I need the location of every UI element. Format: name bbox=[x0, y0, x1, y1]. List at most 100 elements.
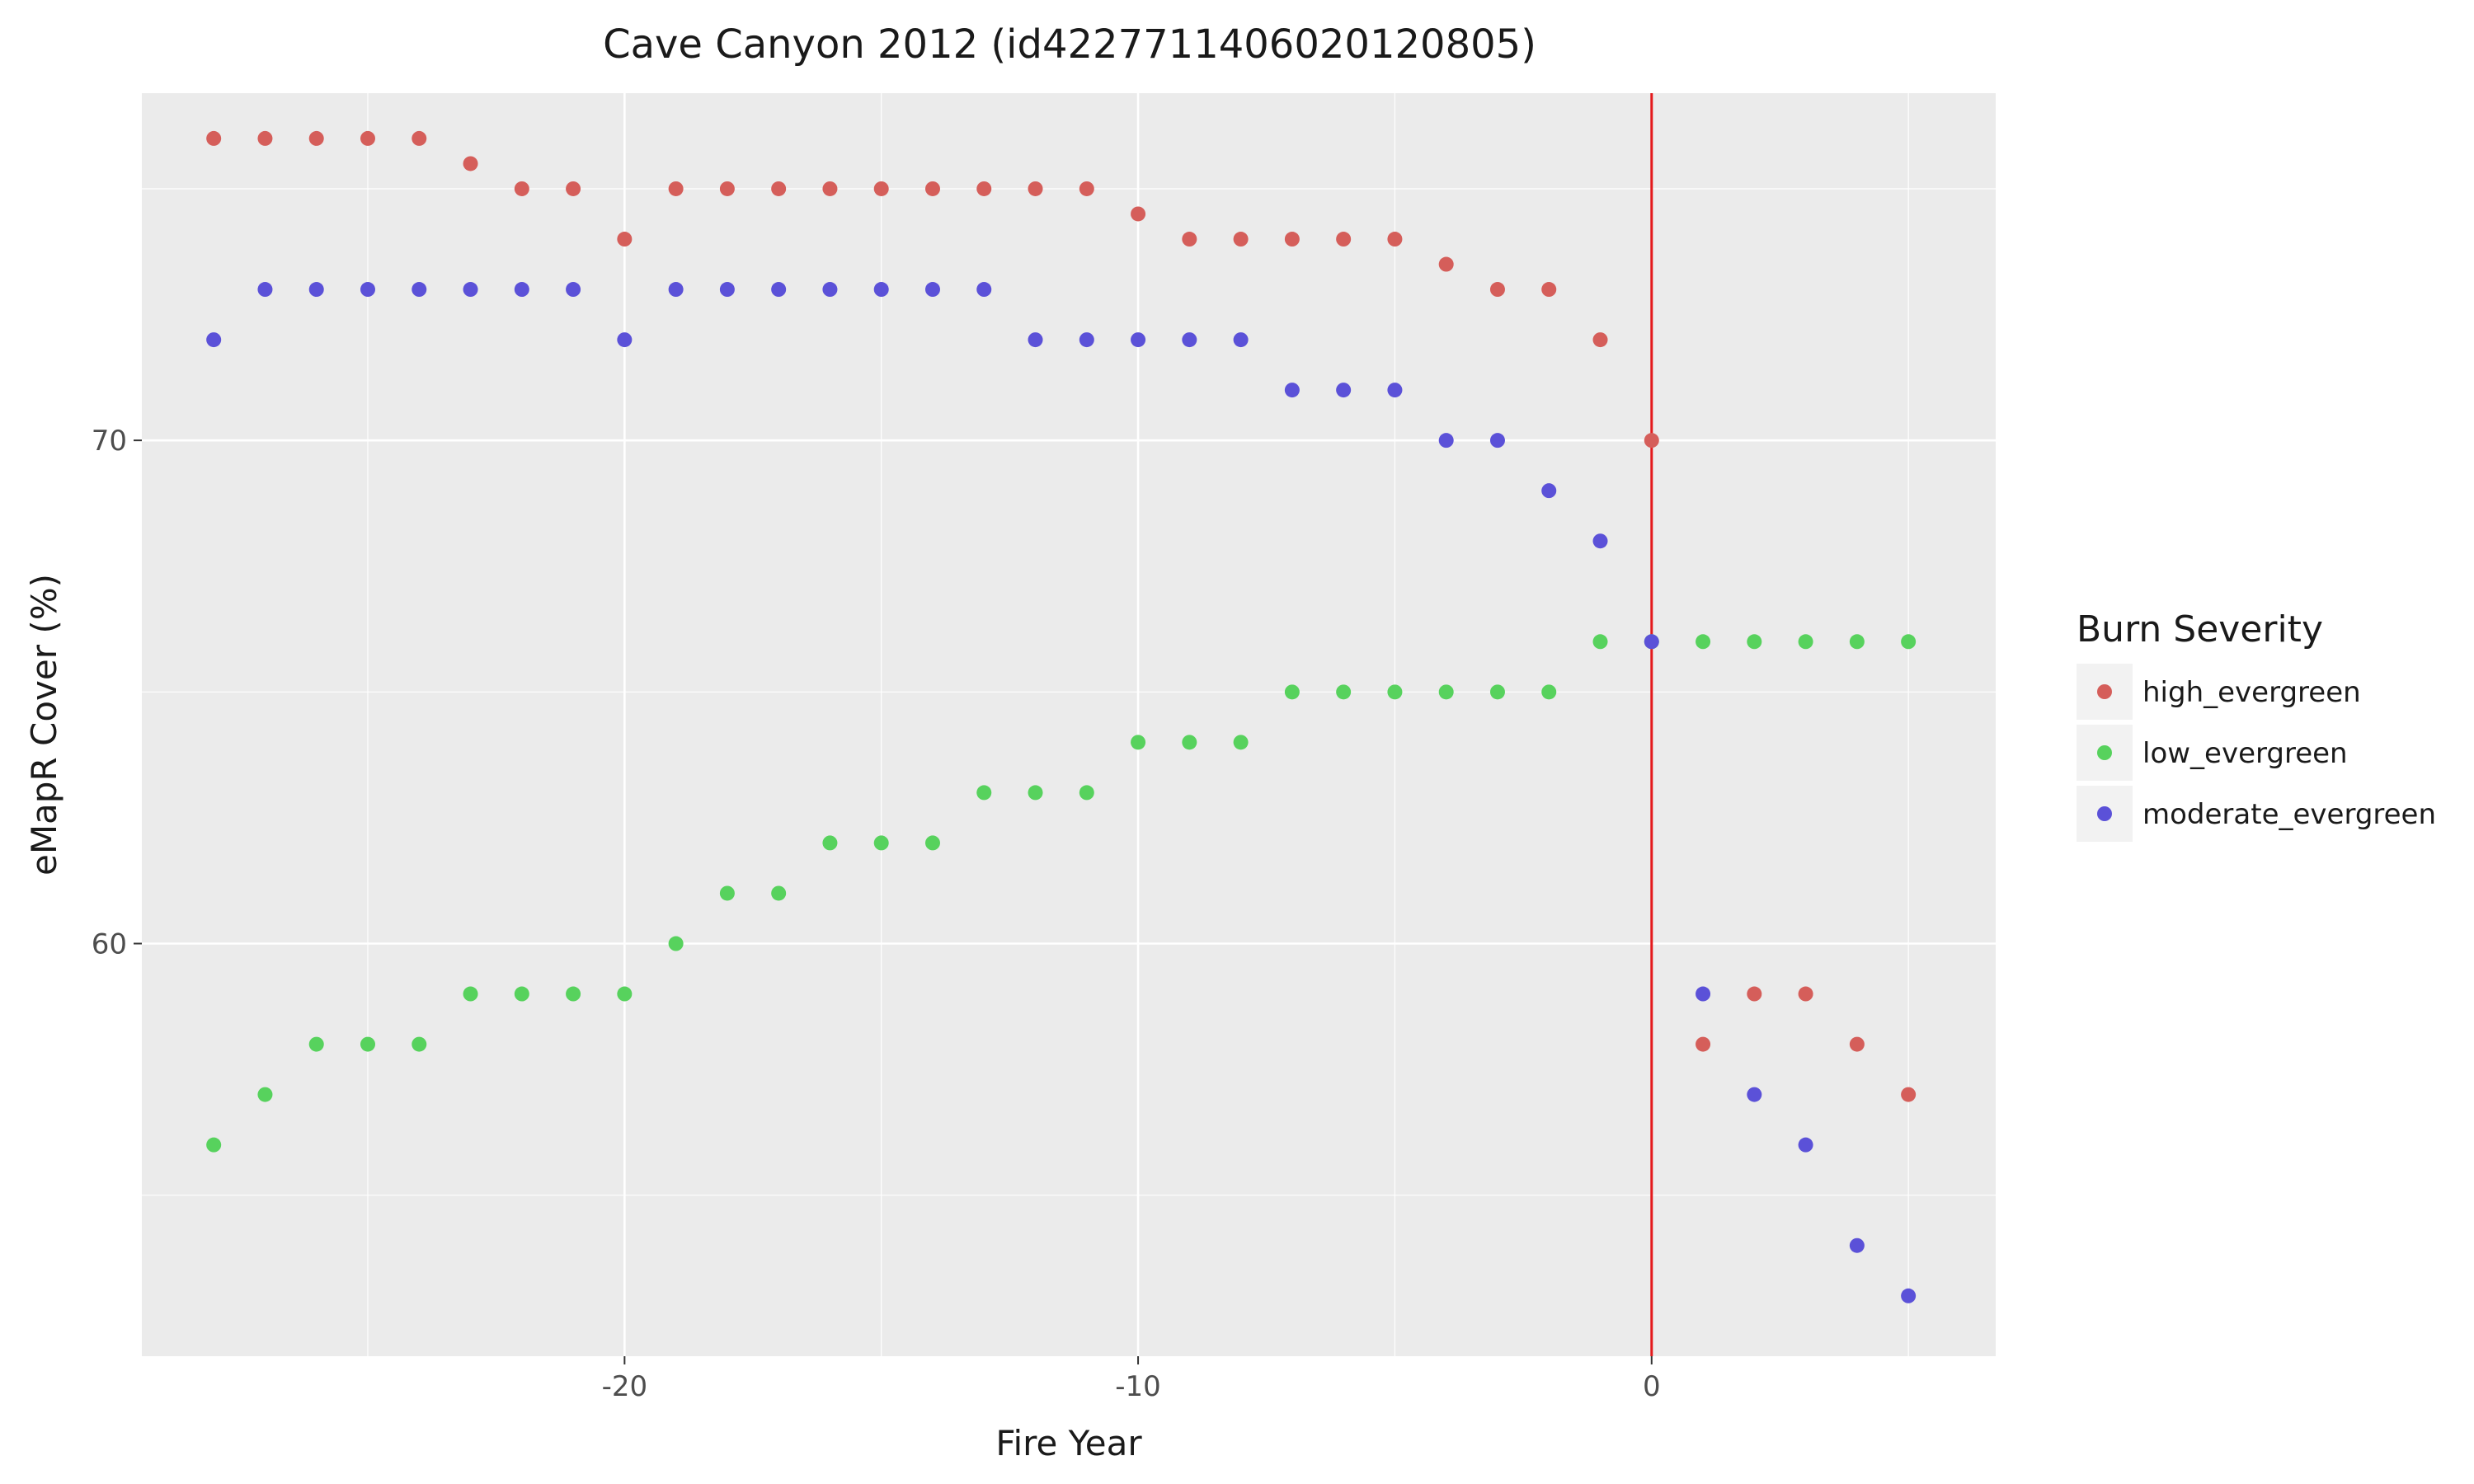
data-point bbox=[1849, 1036, 1865, 1052]
data-point bbox=[1182, 232, 1197, 247]
data-point bbox=[1901, 634, 1917, 650]
data-point bbox=[308, 1036, 324, 1052]
data-point bbox=[873, 282, 889, 298]
x-tick-label: -10 bbox=[1115, 1370, 1161, 1403]
data-point bbox=[1131, 206, 1146, 222]
data-point bbox=[1438, 684, 1454, 700]
data-point bbox=[873, 181, 889, 196]
data-point bbox=[463, 282, 478, 298]
data-point bbox=[566, 181, 581, 196]
data-point bbox=[1438, 433, 1454, 448]
data-point bbox=[308, 130, 324, 146]
data-point bbox=[1644, 433, 1659, 448]
data-point bbox=[1233, 735, 1249, 750]
legend: Burn Severity high_evergreen low_evergree… bbox=[2077, 608, 2436, 842]
data-point bbox=[668, 936, 684, 951]
data-point bbox=[822, 282, 838, 298]
data-point bbox=[1489, 433, 1505, 448]
data-point bbox=[617, 232, 633, 247]
data-point bbox=[514, 282, 529, 298]
data-point bbox=[1541, 684, 1557, 700]
data-point bbox=[1028, 332, 1043, 348]
data-point bbox=[1489, 684, 1505, 700]
data-point bbox=[1079, 332, 1094, 348]
data-point bbox=[1131, 332, 1146, 348]
data-point bbox=[1233, 332, 1249, 348]
data-point bbox=[1233, 232, 1249, 247]
data-point bbox=[924, 835, 940, 851]
data-point bbox=[1849, 1237, 1865, 1253]
plot-panel bbox=[142, 93, 1996, 1356]
data-point bbox=[1489, 282, 1505, 298]
x-axis-label: Fire Year bbox=[995, 1423, 1142, 1463]
data-point bbox=[1182, 735, 1197, 750]
data-point bbox=[1028, 181, 1043, 196]
data-point bbox=[206, 1137, 222, 1153]
data-point bbox=[514, 986, 529, 1002]
data-point bbox=[1696, 986, 1711, 1002]
data-point bbox=[1592, 634, 1608, 650]
data-point bbox=[1592, 533, 1608, 549]
data-point bbox=[1438, 256, 1454, 272]
data-point bbox=[1541, 483, 1557, 499]
data-point bbox=[1747, 1087, 1762, 1102]
data-point bbox=[1798, 1137, 1813, 1153]
data-point bbox=[360, 130, 375, 146]
data-point bbox=[771, 282, 787, 298]
data-point bbox=[1849, 634, 1865, 650]
data-point bbox=[1798, 634, 1813, 650]
data-point bbox=[566, 282, 581, 298]
data-point bbox=[822, 181, 838, 196]
data-point bbox=[463, 986, 478, 1002]
data-point bbox=[1901, 1288, 1917, 1303]
data-point bbox=[1644, 634, 1659, 650]
data-point bbox=[1336, 684, 1352, 700]
data-point bbox=[1182, 332, 1197, 348]
data-point bbox=[566, 986, 581, 1002]
data-point bbox=[1336, 232, 1352, 247]
data-point bbox=[1541, 282, 1557, 298]
data-point bbox=[257, 130, 273, 146]
data-point bbox=[873, 835, 889, 851]
data-point bbox=[360, 282, 375, 298]
data-point bbox=[206, 130, 222, 146]
series-high_evergreen bbox=[206, 130, 1917, 1102]
legend-label: low_evergreen bbox=[2142, 737, 2348, 770]
data-point bbox=[308, 282, 324, 298]
data-point bbox=[412, 1036, 427, 1052]
data-point bbox=[412, 130, 427, 146]
legend-marker bbox=[2097, 745, 2112, 760]
x-tick-label: 0 bbox=[1643, 1370, 1661, 1403]
data-point bbox=[719, 181, 735, 196]
data-point bbox=[1284, 383, 1300, 398]
data-point bbox=[719, 885, 735, 901]
data-point bbox=[1387, 684, 1403, 700]
x-axis-ticks: -20 -10 0 bbox=[602, 1356, 1661, 1403]
data-point bbox=[1284, 684, 1300, 700]
data-point bbox=[976, 785, 992, 801]
data-point bbox=[719, 282, 735, 298]
legend-label: moderate_evergreen bbox=[2142, 798, 2436, 831]
data-point bbox=[1028, 785, 1043, 801]
data-point bbox=[1747, 986, 1762, 1002]
data-point bbox=[822, 835, 838, 851]
data-point bbox=[412, 282, 427, 298]
y-axis-ticks: 60 70 bbox=[92, 425, 142, 961]
series-moderate_evergreen bbox=[206, 282, 1917, 1303]
data-point bbox=[976, 282, 992, 298]
data-point bbox=[463, 156, 478, 171]
data-point bbox=[514, 181, 529, 196]
data-point bbox=[1284, 232, 1300, 247]
data-point bbox=[668, 181, 684, 196]
legend-marker bbox=[2097, 684, 2112, 699]
data-points bbox=[206, 130, 1917, 1303]
data-point bbox=[1592, 332, 1608, 348]
data-point bbox=[1131, 735, 1146, 750]
data-point bbox=[1079, 181, 1094, 196]
y-tick-label: 60 bbox=[92, 928, 127, 961]
data-point bbox=[1747, 634, 1762, 650]
x-tick-label: -20 bbox=[602, 1370, 648, 1403]
data-point bbox=[1387, 232, 1403, 247]
legend-title: Burn Severity bbox=[2077, 608, 2323, 650]
